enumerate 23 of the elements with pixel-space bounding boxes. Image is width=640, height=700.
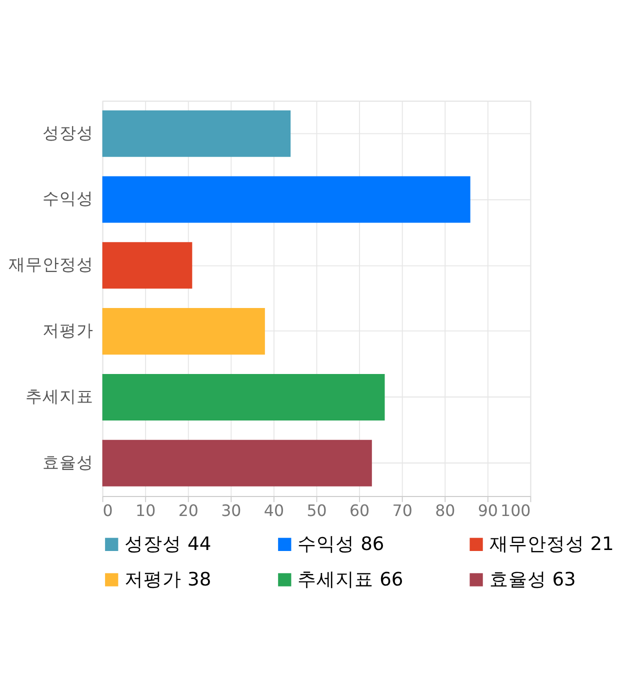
- x-tick-label: 30: [221, 501, 242, 520]
- y-tick-label: 수익성: [42, 188, 94, 208]
- x-tick-label: 10: [136, 501, 156, 520]
- x-tick-label: 0: [102, 501, 113, 520]
- x-tick-label: 100: [500, 501, 531, 520]
- y-tick-label: 저평가: [42, 320, 94, 340]
- x-tick-label: 70: [392, 501, 412, 520]
- legend-label: 재무안정성 21: [489, 534, 614, 555]
- y-tick-label: 성장성: [42, 122, 94, 142]
- legend-label: 저평가 38: [124, 569, 212, 590]
- legend-label: 효율성 63: [489, 569, 576, 590]
- x-tick-label: 80: [435, 501, 456, 520]
- y-tick-label: 재무안정성: [8, 254, 94, 274]
- x-tick-label: 60: [349, 501, 370, 520]
- y-tick-label: 추세지표: [25, 386, 94, 406]
- legend-label: 성장성 44: [124, 534, 212, 555]
- legend-label: 수익성 86: [298, 534, 384, 555]
- x-tick-label: 20: [178, 501, 198, 520]
- y-tick-label: 효율성: [42, 452, 94, 472]
- x-tick-label: 40: [264, 501, 284, 520]
- x-tick-label: 50: [306, 501, 327, 520]
- legend-label: 추세지표 66: [298, 569, 404, 590]
- x-tick-label: 90: [478, 501, 498, 520]
